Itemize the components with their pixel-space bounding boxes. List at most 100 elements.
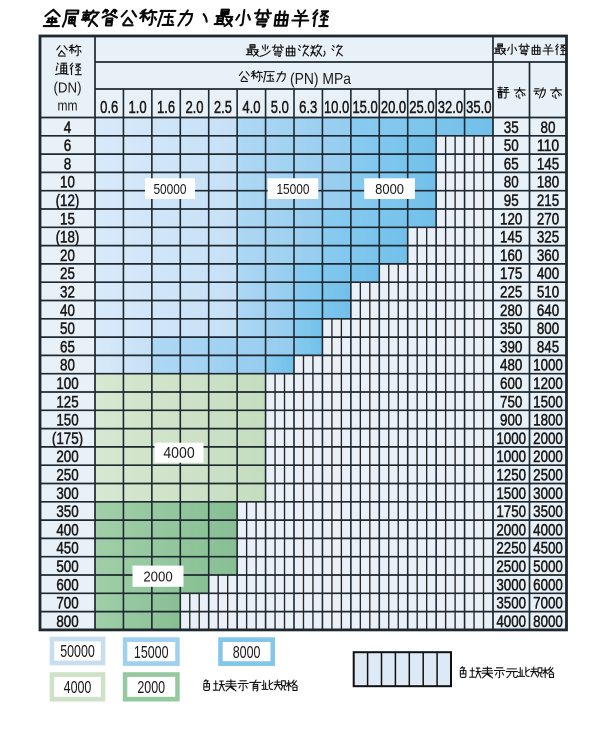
svg-text:3000: 3000 <box>496 575 526 594</box>
svg-text:0.6: 0.6 <box>100 97 118 117</box>
svg-text:1250: 1250 <box>496 466 526 485</box>
svg-text:4.0: 4.0 <box>242 97 260 117</box>
svg-text:600: 600 <box>56 575 78 594</box>
svg-text:2500: 2500 <box>496 557 526 576</box>
svg-text:145: 145 <box>537 154 559 173</box>
svg-text:4000: 4000 <box>533 520 563 539</box>
svg-text:50: 50 <box>504 136 519 155</box>
svg-text:5.0: 5.0 <box>271 97 289 117</box>
svg-text:(DN): (DN) <box>54 80 82 97</box>
svg-text:325: 325 <box>537 228 559 247</box>
svg-text:8: 8 <box>64 154 72 173</box>
svg-text:845: 845 <box>537 337 559 356</box>
svg-text:110: 110 <box>537 136 559 155</box>
svg-text:1.6: 1.6 <box>157 97 175 117</box>
svg-text:8000: 8000 <box>533 612 563 631</box>
svg-text:6.3: 6.3 <box>299 97 317 117</box>
svg-text:1200: 1200 <box>533 374 563 393</box>
svg-text:(PN) MPa: (PN) MPa <box>290 71 351 88</box>
svg-text:50000: 50000 <box>60 641 95 661</box>
svg-text:32: 32 <box>60 283 75 302</box>
svg-text:25.0: 25.0 <box>409 97 434 117</box>
svg-text:600: 600 <box>500 374 522 393</box>
svg-text:360: 360 <box>537 246 559 265</box>
svg-text:510: 510 <box>537 283 559 302</box>
svg-text:80: 80 <box>60 356 75 375</box>
svg-text:80: 80 <box>541 118 556 137</box>
svg-text:20.0: 20.0 <box>381 97 406 117</box>
svg-text:175: 175 <box>500 264 522 283</box>
svg-text:25: 25 <box>60 264 75 283</box>
svg-text:215: 215 <box>537 191 559 210</box>
svg-text:95: 95 <box>504 191 519 210</box>
svg-text:450: 450 <box>56 539 78 558</box>
svg-text:150: 150 <box>56 411 78 430</box>
svg-text:1500: 1500 <box>496 484 526 503</box>
svg-text:1000: 1000 <box>496 429 526 448</box>
svg-text:270: 270 <box>537 209 559 228</box>
svg-text:8000: 8000 <box>375 181 404 198</box>
svg-text:10.0: 10.0 <box>324 97 349 117</box>
svg-text:3500: 3500 <box>496 594 526 613</box>
svg-text:15000: 15000 <box>276 182 309 198</box>
svg-text:1500: 1500 <box>533 392 563 411</box>
svg-text:180: 180 <box>537 173 559 192</box>
svg-text:160: 160 <box>500 246 522 265</box>
svg-text:145: 145 <box>500 228 522 247</box>
svg-text:4000: 4000 <box>496 612 526 631</box>
svg-text:750: 750 <box>500 392 522 411</box>
svg-text:500: 500 <box>56 557 78 576</box>
svg-text:400: 400 <box>56 520 78 539</box>
svg-text:50000: 50000 <box>153 182 186 198</box>
svg-text:2000: 2000 <box>496 520 526 539</box>
svg-text:6: 6 <box>64 136 72 155</box>
svg-text:300: 300 <box>56 484 78 503</box>
svg-text:350: 350 <box>56 502 78 521</box>
svg-text:1000: 1000 <box>496 447 526 466</box>
svg-text:200: 200 <box>56 447 78 466</box>
svg-text:5000: 5000 <box>533 557 563 576</box>
svg-text:800: 800 <box>56 612 78 631</box>
svg-text:2500: 2500 <box>533 466 563 485</box>
svg-text:100: 100 <box>56 374 78 393</box>
svg-text:390: 390 <box>500 337 522 356</box>
svg-text:20: 20 <box>60 246 75 265</box>
svg-text:120: 120 <box>500 209 522 228</box>
svg-text:400: 400 <box>537 264 559 283</box>
svg-text:640: 640 <box>537 301 559 320</box>
svg-text:350: 350 <box>500 319 522 338</box>
svg-text:2250: 2250 <box>496 539 526 558</box>
svg-text:3500: 3500 <box>533 502 563 521</box>
svg-text:800: 800 <box>537 319 559 338</box>
svg-text:2000: 2000 <box>533 447 563 466</box>
svg-text:2000: 2000 <box>143 569 172 586</box>
svg-text:480: 480 <box>500 356 522 375</box>
svg-text:8000: 8000 <box>233 642 261 662</box>
svg-text:mm: mm <box>58 98 78 115</box>
svg-text:250: 250 <box>56 466 78 485</box>
svg-text:(12): (12) <box>56 191 80 210</box>
svg-text:1750: 1750 <box>496 502 526 521</box>
svg-text:2000: 2000 <box>533 429 563 448</box>
svg-text:(175): (175) <box>52 429 83 448</box>
svg-text:3000: 3000 <box>533 484 563 503</box>
svg-text:1000: 1000 <box>533 356 563 375</box>
svg-text:700: 700 <box>56 594 78 613</box>
svg-text:65: 65 <box>60 337 75 356</box>
svg-text:225: 225 <box>500 283 522 302</box>
svg-text:10: 10 <box>60 173 75 192</box>
svg-text:2000: 2000 <box>137 677 165 697</box>
svg-text:4500: 4500 <box>533 539 563 558</box>
svg-text:6000: 6000 <box>533 575 563 594</box>
svg-text:1.0: 1.0 <box>129 97 147 117</box>
svg-text:125: 125 <box>56 392 78 411</box>
svg-text:32.0: 32.0 <box>438 97 463 117</box>
svg-text:280: 280 <box>500 301 522 320</box>
svg-text:2.5: 2.5 <box>214 97 232 117</box>
svg-text:80: 80 <box>504 173 519 192</box>
svg-text:35.0: 35.0 <box>466 97 491 117</box>
svg-text:15.0: 15.0 <box>352 97 377 117</box>
svg-text:4000: 4000 <box>163 445 194 462</box>
svg-text:7000: 7000 <box>533 594 563 613</box>
svg-text:40: 40 <box>60 301 75 320</box>
